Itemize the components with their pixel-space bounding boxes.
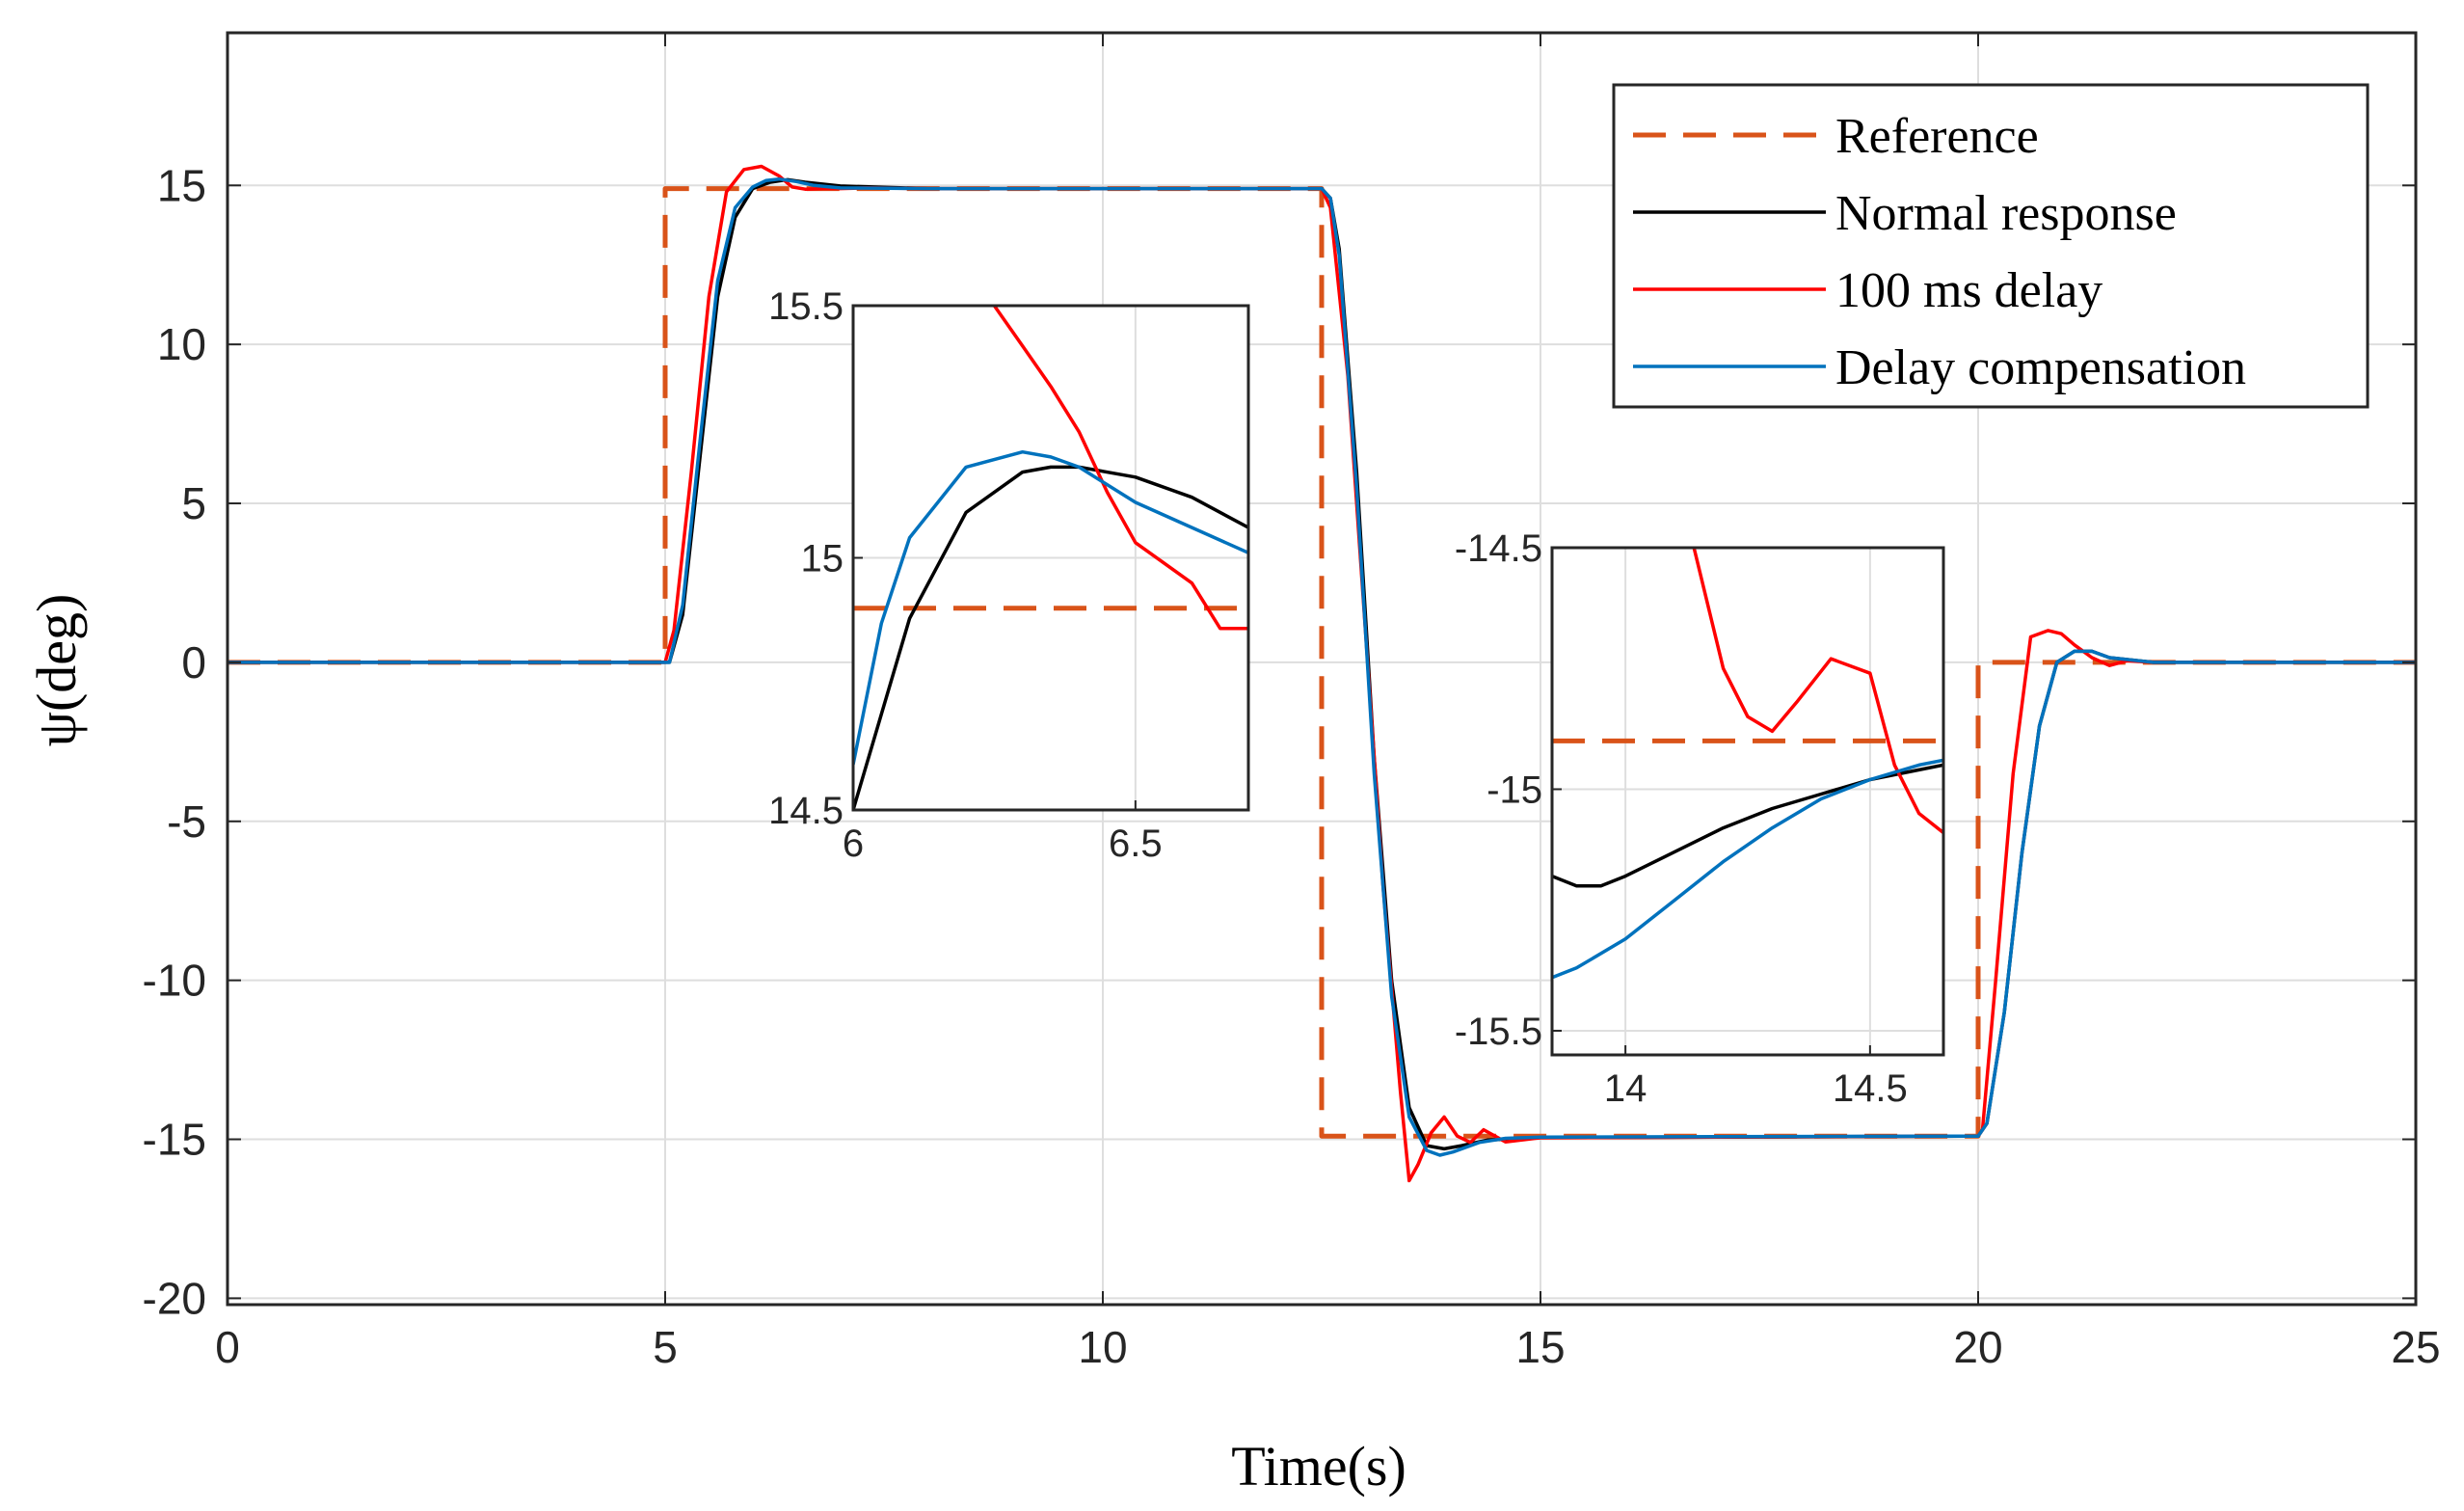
series-line-delay-compensation — [228, 176, 2416, 1157]
y-tick-label: 0 — [181, 637, 206, 688]
y-tick-label: 5 — [181, 478, 206, 528]
inset-plot-left: 6 6.5 14.5 15 15.5 — [768, 285, 1250, 865]
y-tick-label: 10 — [157, 319, 206, 369]
inset-series-line-100-ms-delay — [1692, 548, 1943, 834]
inset-lines — [853, 306, 1248, 810]
series-line-reference — [228, 186, 2416, 1139]
x-tick-label: 25 — [2391, 1322, 2440, 1372]
legend-label-reference: Reference — [1835, 109, 2039, 164]
legend-label-100-ms-delay: 100 ms delay — [1835, 263, 2102, 318]
series-line-100-ms-delay — [228, 164, 2416, 1183]
inset-plot-right: 14 14.5 -15.5 -15 -14.5 — [1455, 527, 1945, 1110]
legend: Reference Normal response 100 ms delay Dela… — [1612, 83, 2370, 409]
y-axis-label: ψ(deg) — [25, 594, 88, 747]
inset-y-tick-label: 15.5 — [768, 285, 844, 328]
y-tick-label: -5 — [167, 796, 206, 847]
inset-background — [1552, 548, 1943, 1055]
x-tick-label: 20 — [1953, 1322, 2002, 1372]
inset-x-tick-label: 14 — [1604, 1067, 1647, 1110]
y-tick-label: -15 — [143, 1115, 206, 1165]
inset-series-line-delay-compensation — [853, 449, 1248, 766]
inset-y-tick-label: -15 — [1486, 769, 1542, 811]
main-plot-frame — [226, 31, 2418, 1307]
inset-x-tick-label: 14.5 — [1833, 1067, 1908, 1110]
legend-box — [1612, 83, 2370, 409]
x-tick-label: 10 — [1078, 1322, 1127, 1372]
y-tick-label: -10 — [143, 956, 206, 1006]
inset-series-line-normal-response — [853, 465, 1248, 810]
x-axis-label: Time(s) — [1231, 1435, 1406, 1498]
x-tick-label: 0 — [215, 1322, 240, 1372]
inset-frame — [1550, 546, 1945, 1057]
inset-x-tick-label: 6 — [843, 823, 864, 865]
inset-series-line-100-ms-delay — [992, 306, 1248, 631]
legend-label-normal-response: Normal response — [1835, 186, 2177, 241]
inset-y-tick-label: 14.5 — [768, 790, 844, 832]
inset-y-tick-label: -14.5 — [1455, 527, 1542, 570]
inset-x-tick-label: 6.5 — [1109, 823, 1163, 865]
x-tick-label: 5 — [653, 1322, 678, 1372]
main-axis-ticks: 0 5 10 15 20 25 -20 -15 -10 -5 0 5 10 15 — [143, 33, 2441, 1372]
y-tick-label: 15 — [157, 160, 206, 210]
inset-y-tick-label: -15.5 — [1455, 1011, 1542, 1053]
main-plot-lines — [228, 164, 2416, 1183]
legend-label-delay-compensation: Delay compensation — [1835, 340, 2246, 395]
inset-series-line-delay-compensation — [1552, 758, 1943, 980]
x-tick-label: 15 — [1515, 1322, 1565, 1372]
y-tick-label: -20 — [143, 1273, 206, 1323]
inset-y-tick-label: 15 — [801, 538, 844, 580]
inset-lines — [1552, 548, 1943, 980]
